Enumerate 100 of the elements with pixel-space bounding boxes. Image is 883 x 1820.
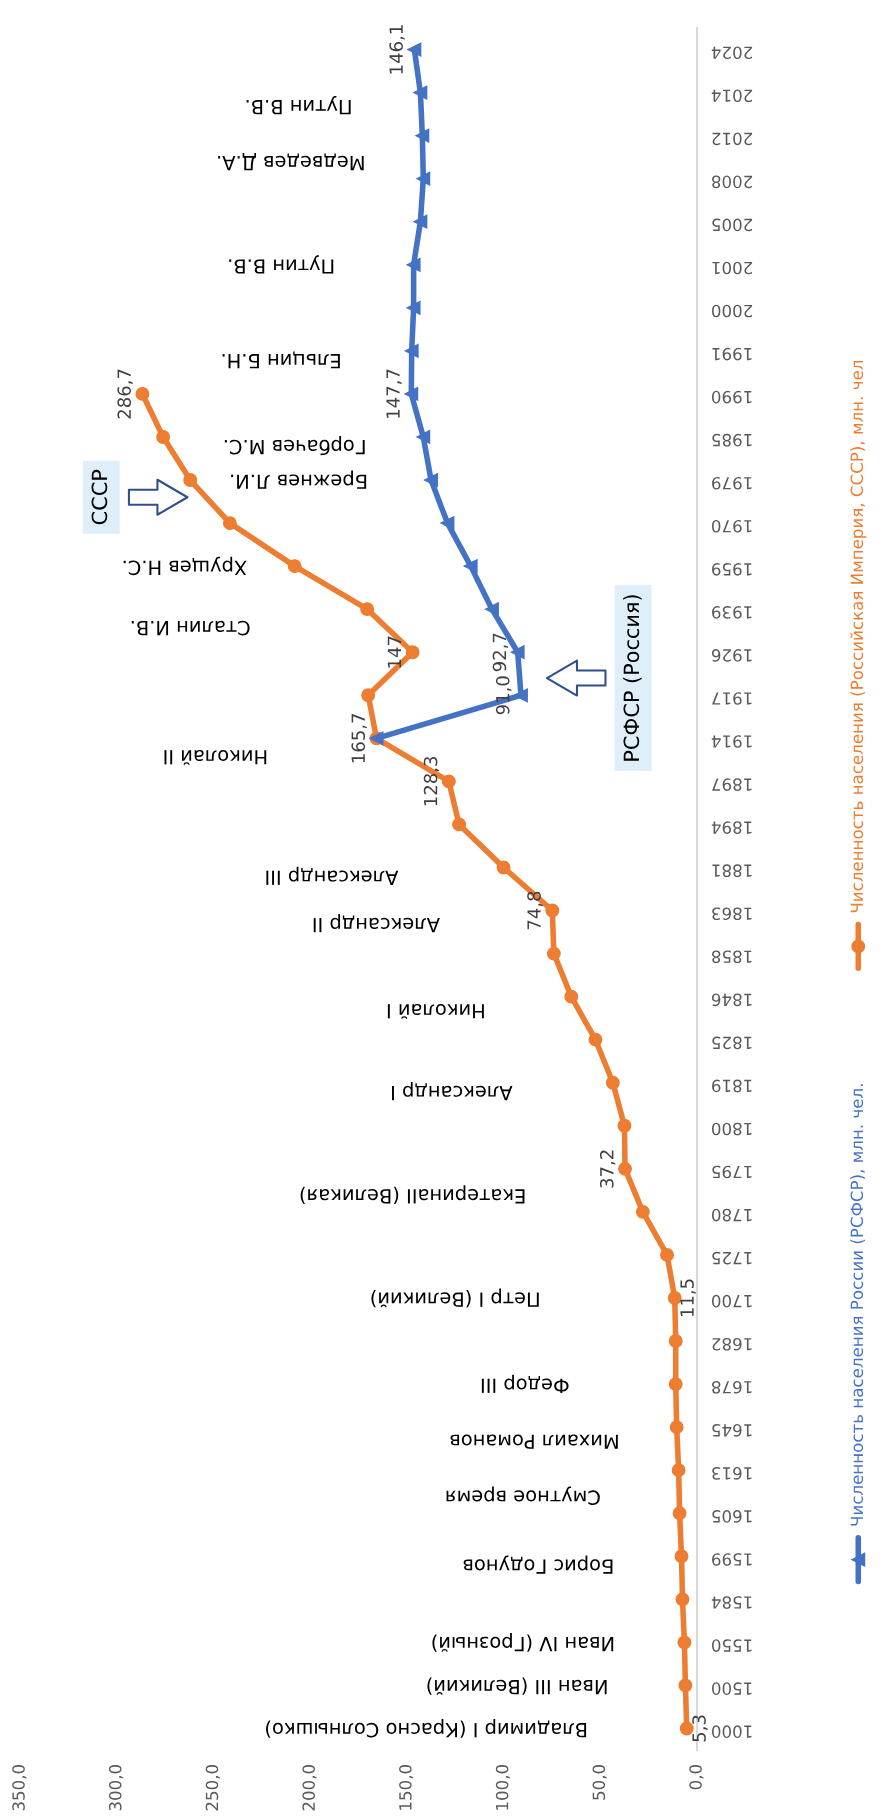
data-label: 37,2 (599, 1150, 616, 1188)
annotation: Медведев Д.А. (218, 153, 364, 171)
point (674, 1549, 689, 1564)
y-tick-label: 1979 (712, 476, 752, 490)
data-label: 286,7 (117, 369, 133, 419)
point (452, 817, 467, 832)
data-label: 128,3 (423, 756, 440, 806)
point (605, 1075, 620, 1090)
annotation: Александр III (266, 866, 399, 885)
annotation: Александр I (392, 1081, 513, 1101)
point (183, 473, 198, 487)
point (672, 1506, 687, 1521)
point (668, 1334, 683, 1348)
y-tick-label: 2014 (711, 89, 753, 103)
annotation: СССР (91, 469, 108, 525)
x-tick-label: 0,0 (689, 1764, 704, 1790)
point (416, 430, 431, 444)
y-tick-label: 1991 (712, 347, 752, 361)
y-tick-label: 1863 (712, 907, 752, 921)
y-tick-label: 1858 (712, 950, 752, 964)
point (287, 559, 302, 574)
annotation: Сталин И.В. (131, 620, 250, 636)
x-tick-label: 250,0 (205, 1765, 220, 1811)
y-tick-label: 2008 (712, 175, 753, 189)
y-tick-label: 2024 (711, 46, 753, 60)
annotation: Иван III (Великий) (427, 1677, 607, 1695)
point (546, 946, 561, 961)
y-tick-label: 1990 (712, 390, 752, 404)
annotation: Владимир I (Красно Солнышко) (266, 1719, 587, 1738)
x-tick-label: 300,0 (108, 1765, 124, 1811)
y-tick-label: 1914 (711, 735, 752, 748)
point (406, 257, 421, 272)
y-tick-label: 1725 (712, 1251, 752, 1265)
annotation: Брежнев Л.И. (231, 470, 367, 489)
annotation: Александр II (313, 914, 440, 933)
annotation: Борис Годунов (463, 1555, 613, 1574)
data-label: 5,3 (692, 1715, 708, 1742)
y-tick-label: 1819 (712, 1079, 752, 1093)
annotation: Горбачев М.С. (224, 436, 365, 456)
point (222, 516, 237, 531)
y-tick-label: 1917 (712, 692, 752, 705)
data-label: 91,0 (495, 676, 512, 715)
y-tick-label: 1584 (711, 1596, 752, 1609)
point (404, 386, 419, 401)
data-label: 11,5 (680, 1279, 696, 1317)
y-tick-label: 1599 (712, 1553, 752, 1566)
point (485, 602, 499, 617)
annotation: Николай I (387, 1003, 484, 1019)
x-tick-label: 50,0 (592, 1765, 607, 1800)
y-tick-label: 1800 (712, 1122, 752, 1136)
point (415, 128, 430, 143)
x-tick-label: 100,0 (495, 1765, 511, 1810)
point (588, 1032, 603, 1047)
y-tick-label: 1613 (712, 1467, 752, 1480)
data-label: 92,7 (492, 633, 509, 672)
point (440, 516, 455, 531)
annotation: Иван IV (Грозный) (432, 1632, 614, 1652)
data-label: 147,7 (386, 369, 402, 418)
point (135, 386, 150, 401)
point (156, 430, 171, 444)
point (441, 774, 456, 789)
data-label: 165,7 (351, 714, 367, 763)
point (514, 688, 528, 703)
point (413, 85, 428, 100)
point (413, 214, 428, 229)
annotation: Николай II (164, 749, 267, 765)
point (405, 645, 420, 660)
x-tick-label: 150,0 (399, 1765, 414, 1810)
y-tick-label: 1550 (712, 1639, 752, 1652)
y-tick-label: 1926 (711, 649, 752, 662)
y-tick-label: 1700 (712, 1294, 752, 1308)
annotation: Петр I (Великий) (371, 1288, 539, 1308)
y-tick-label: 1500 (712, 1682, 752, 1695)
point (635, 1204, 650, 1219)
y-tick-label: 1846 (711, 993, 752, 1007)
annotation: РСФСР (Россия) (623, 595, 642, 761)
y-tick-label: 1682 (712, 1337, 752, 1351)
point (669, 1420, 684, 1435)
point (671, 1463, 686, 1478)
annotation: ЕкатеринаII (Великая) (300, 1185, 525, 1205)
annotation: Путин В.В. (229, 255, 334, 274)
point (424, 473, 438, 487)
point (564, 989, 579, 1004)
point (545, 903, 560, 918)
annotation: Хрущев Н.С. (123, 556, 247, 576)
point (675, 1592, 690, 1607)
y-tick-label: 1605 (712, 1510, 752, 1523)
y-tick-label: 2001 (712, 261, 753, 275)
y-tick-label: 1678 (712, 1380, 752, 1394)
y-tick-label: 1825 (712, 1036, 752, 1050)
point (416, 171, 431, 186)
annotation: Михаил Романов (450, 1434, 618, 1449)
y-tick-label: 2000 (712, 304, 753, 318)
y-tick-label: 1780 (712, 1208, 752, 1222)
x-tick-label: 350,0 (12, 1765, 27, 1811)
y-tick-label: 1959 (712, 563, 752, 576)
point (510, 645, 525, 660)
y-tick-label: 1881 (712, 864, 752, 877)
point (617, 1118, 632, 1133)
y-tick-label: 1894 (711, 821, 752, 834)
